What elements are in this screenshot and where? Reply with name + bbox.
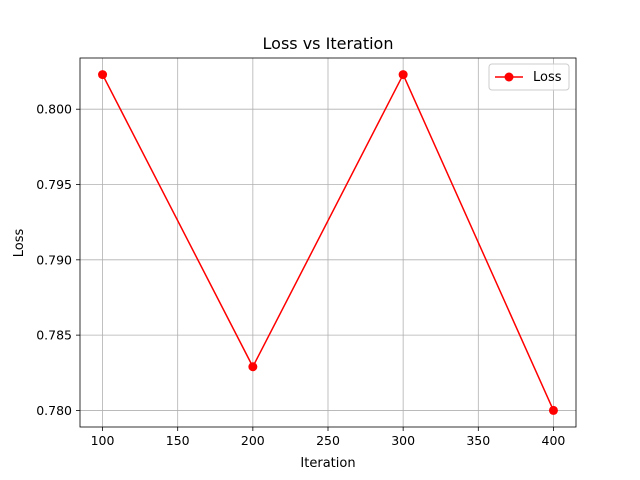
x-tick-label: 100: [91, 433, 115, 448]
series-layer: [98, 70, 558, 415]
x-tick-label: 400: [542, 433, 566, 448]
x-tick-label: 350: [466, 433, 490, 448]
chart-title: Loss vs Iteration: [263, 34, 394, 53]
y-tick-label: 0.795: [36, 177, 72, 192]
legend-label-loss: Loss: [533, 70, 562, 85]
x-axis-label: Iteration: [300, 456, 355, 471]
x-tick-label: 200: [241, 433, 265, 448]
legend-marker-swatch: [504, 72, 514, 82]
x-tick-label: 150: [166, 433, 190, 448]
y-tick-label: 0.800: [36, 102, 72, 117]
legend-box: [488, 63, 570, 91]
axes: 100 150 200 250 300 350 400 0.780 0.785 0.790 0.79…: [36, 57, 577, 448]
data-point: [248, 362, 258, 372]
x-tick-label: 300: [391, 433, 415, 448]
y-axis-label: Loss: [12, 229, 27, 258]
data-point: [98, 70, 108, 80]
x-tick-label: 250: [316, 433, 340, 448]
series-line-loss: [101, 73, 555, 411]
grid-lines: [80, 58, 576, 427]
data-point: [548, 405, 558, 415]
data-point: [398, 70, 408, 80]
y-tick-label: 0.780: [36, 403, 72, 418]
y-tick-label: 0.785: [36, 328, 72, 343]
legend: Loss: [488, 63, 570, 91]
y-tick-label: 0.790: [36, 252, 72, 267]
